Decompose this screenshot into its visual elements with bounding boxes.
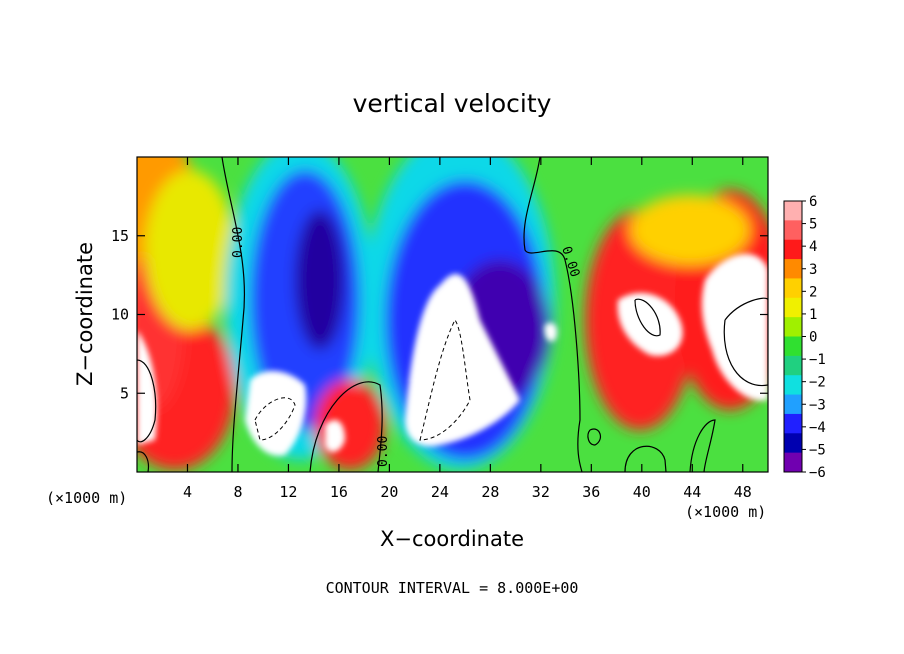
colorbar-tick-label: 2 bbox=[809, 284, 817, 300]
x-unit-right: (×1000 m) bbox=[685, 503, 766, 521]
colorbar-tick-label: 0 bbox=[809, 330, 817, 346]
colorbar-swatch bbox=[784, 220, 802, 241]
colorbar-tick-label: −3 bbox=[809, 397, 826, 413]
contour-label: 0.00 bbox=[376, 436, 391, 467]
colorbar-swatch bbox=[784, 259, 802, 279]
x-tick-label: 48 bbox=[734, 483, 752, 501]
colorbar-swatch bbox=[784, 317, 802, 337]
colorbar-swatch bbox=[784, 239, 802, 260]
x-tick-label: 44 bbox=[683, 483, 701, 501]
x-tick-label: 32 bbox=[532, 483, 550, 501]
x-tick-label: 20 bbox=[380, 483, 398, 501]
colorbar-tick-label: −4 bbox=[809, 420, 826, 436]
x-axis: 4 8 12 16 20 24 28 32 36 40 44 48 bbox=[183, 157, 752, 501]
y-tick-label: 5 bbox=[120, 384, 129, 402]
colorbar-swatch bbox=[784, 278, 802, 299]
colorbar-swatch bbox=[784, 394, 802, 415]
colorbar-tick-label: −1 bbox=[809, 352, 826, 368]
colorbar-tick-label: 1 bbox=[809, 307, 817, 323]
colorbar-swatch bbox=[784, 413, 802, 434]
contour-label: 0.00 bbox=[231, 227, 246, 258]
colorbar-swatch bbox=[784, 201, 802, 221]
colorbar-tick-label: −2 bbox=[809, 375, 826, 391]
y-axis-label: Z−coordinate bbox=[73, 242, 97, 386]
colorbar-tick-label: 4 bbox=[809, 239, 817, 255]
x-tick-label: 24 bbox=[431, 483, 449, 501]
dashed-contours bbox=[254, 319, 471, 441]
colorbar-swatch bbox=[784, 297, 802, 318]
colorbar-tick-label: −5 bbox=[809, 442, 826, 458]
x-tick-label: 8 bbox=[233, 483, 242, 501]
y-tick-label: 10 bbox=[111, 306, 129, 324]
colorbar-tick-label: 5 bbox=[809, 217, 817, 233]
x-unit-left: (×1000 m) bbox=[46, 489, 127, 507]
chart-title: vertical velocity bbox=[353, 89, 552, 118]
colorbar-swatch bbox=[784, 355, 802, 376]
plot-area bbox=[137, 157, 768, 472]
x-tick-label: 12 bbox=[279, 483, 297, 501]
x-tick-label: 36 bbox=[582, 483, 600, 501]
colorbar-tick-label: 6 bbox=[809, 194, 817, 210]
x-tick-label: 16 bbox=[330, 483, 348, 501]
colorbar-tick-label: 3 bbox=[809, 262, 817, 278]
x-tick-label: 28 bbox=[481, 483, 499, 501]
colorbar-swatch bbox=[784, 375, 802, 396]
y-tick-label: 15 bbox=[111, 227, 129, 245]
contour-interval-note: CONTOUR INTERVAL = 8.000E+00 bbox=[326, 579, 579, 597]
colorbar-swatch bbox=[784, 336, 802, 357]
y-axis: 5 10 15 bbox=[111, 227, 768, 402]
x-tick-label: 4 bbox=[183, 483, 192, 501]
x-tick-label: 40 bbox=[633, 483, 651, 501]
contour-lines bbox=[137, 157, 768, 472]
colorbar: 6 5 4 3 2 1 0 −1 −2 −3 −4 −5 −6 bbox=[783, 194, 826, 481]
colorbar-swatch bbox=[784, 452, 802, 473]
x-axis-label: X−coordinate bbox=[380, 527, 524, 551]
colorbar-swatch bbox=[784, 433, 802, 454]
colorbar-tick-label: −6 bbox=[809, 465, 826, 481]
